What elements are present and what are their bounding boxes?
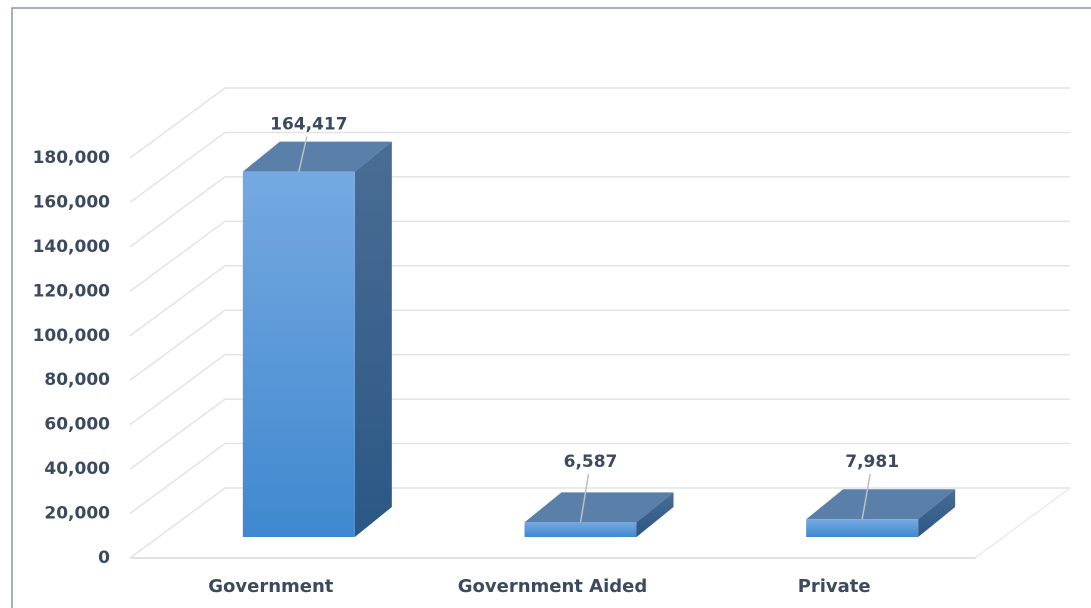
y-tick-label: 100,000	[33, 326, 111, 346]
floor-side	[974, 487, 1071, 559]
bar-top	[524, 492, 674, 523]
y-tick-label: 120,000	[33, 281, 111, 301]
grid-line	[129, 220, 1070, 292]
y-tick-label: 180,000	[33, 148, 111, 168]
bar	[242, 171, 355, 537]
grid-line	[129, 309, 1070, 381]
data-label: 7,981	[845, 452, 899, 472]
frame	[11, 7, 1091, 608]
bar-top	[242, 141, 392, 172]
leader-line	[579, 473, 590, 523]
data-label: 6,587	[564, 452, 618, 472]
x-tick-label: Government Aided	[458, 576, 648, 597]
y-tick-label: 80,000	[44, 370, 110, 390]
grid-line	[129, 87, 1070, 159]
grid-line	[129, 353, 1070, 426]
y-tick-label: 160,000	[33, 192, 111, 212]
bar-side	[636, 492, 674, 537]
grid-line	[129, 131, 1070, 204]
grid-line	[129, 442, 1070, 515]
x-tick-label: Government	[208, 576, 334, 597]
leader-line	[861, 473, 871, 520]
bar-side	[354, 141, 392, 537]
bar	[524, 522, 637, 537]
grid-line	[129, 176, 1070, 248]
bar-top	[806, 489, 956, 520]
grid-line	[129, 487, 1070, 559]
y-tick-label: 20,000	[44, 504, 110, 524]
y-tick-label: 60,000	[44, 415, 110, 435]
data-label: 164,417	[270, 115, 347, 135]
y-tick-label: 0	[98, 548, 110, 568]
x-tick-label: Private	[798, 576, 871, 597]
y-tick-label: 140,000	[33, 237, 111, 257]
grid-line	[129, 398, 1070, 470]
bar-side	[918, 489, 956, 537]
y-tick-label: 40,000	[44, 459, 110, 479]
grid-line	[129, 265, 1070, 337]
leader-line	[298, 136, 308, 172]
bar	[806, 519, 919, 537]
